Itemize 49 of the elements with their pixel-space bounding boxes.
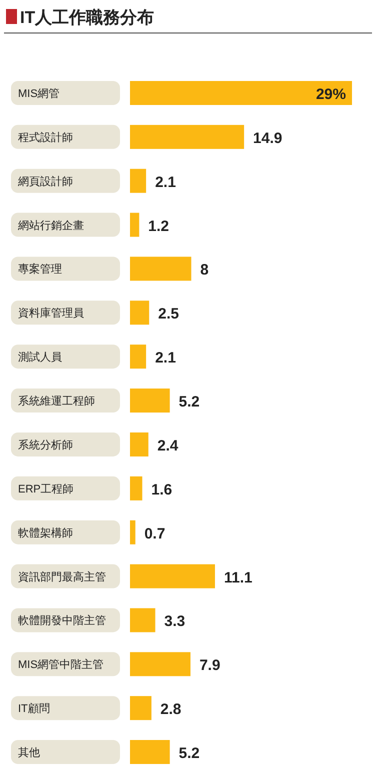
data-label: 2.4 xyxy=(157,437,179,454)
bar xyxy=(130,300,150,325)
data-label: 2.5 xyxy=(158,306,179,323)
bar xyxy=(130,256,192,281)
bar xyxy=(130,608,156,632)
y-tick-label: 程式設計師 xyxy=(18,130,73,144)
bar xyxy=(130,432,148,456)
bar xyxy=(130,124,244,149)
y-tick-label: 資料庫管理員 xyxy=(18,306,84,320)
y-tick-label: IT顧問 xyxy=(18,702,50,716)
data-label: 5.2 xyxy=(178,745,200,762)
bar xyxy=(130,81,352,105)
chart-title: IT人工作職務分布 xyxy=(20,8,154,27)
bar xyxy=(130,476,142,500)
data-label: 1.6 xyxy=(151,481,172,498)
bar xyxy=(130,652,190,676)
y-tick-label: 網站行銷企畫 xyxy=(17,218,84,232)
y-tick-label: MIS網管中階主管 xyxy=(18,658,104,672)
bar xyxy=(130,520,136,544)
data-label: 2.1 xyxy=(155,350,176,367)
data-label: 29% xyxy=(316,86,346,103)
bar xyxy=(130,696,152,720)
y-tick-label: 測試人員 xyxy=(18,350,62,364)
data-label: 7.9 xyxy=(199,657,220,674)
bar xyxy=(130,168,146,193)
y-tick-label: ERP工程師 xyxy=(18,483,74,496)
y-tick-label: 軟體架構師 xyxy=(18,526,73,540)
bar xyxy=(130,740,170,764)
data-label: 5.2 xyxy=(178,394,200,411)
y-tick-label: 系統分析師 xyxy=(18,438,73,452)
y-tick-label: 網頁設計師 xyxy=(17,174,73,188)
y-tick-label: 其他 xyxy=(18,746,40,759)
bar xyxy=(130,564,215,588)
bar xyxy=(130,212,140,237)
y-tick-label: 系統維運工程師 xyxy=(18,394,95,408)
data-label: 14.9 xyxy=(253,130,282,147)
y-tick-label: 專案管理 xyxy=(18,262,62,276)
data-label: 2.1 xyxy=(155,174,176,191)
data-label: 3.3 xyxy=(164,613,186,630)
bar xyxy=(130,344,146,369)
y-tick-label: MIS網管 xyxy=(18,88,60,100)
bar xyxy=(130,388,170,413)
data-label: 1.2 xyxy=(148,218,170,235)
y-tick-label: 軟體開發中階主管 xyxy=(18,614,106,628)
data-label: 2.8 xyxy=(160,701,182,718)
data-label: 8 xyxy=(200,262,209,279)
y-tick-label: 資訊部門最高主管 xyxy=(18,570,106,584)
data-label: 11.1 xyxy=(224,569,252,586)
data-label: 0.7 xyxy=(144,525,166,542)
